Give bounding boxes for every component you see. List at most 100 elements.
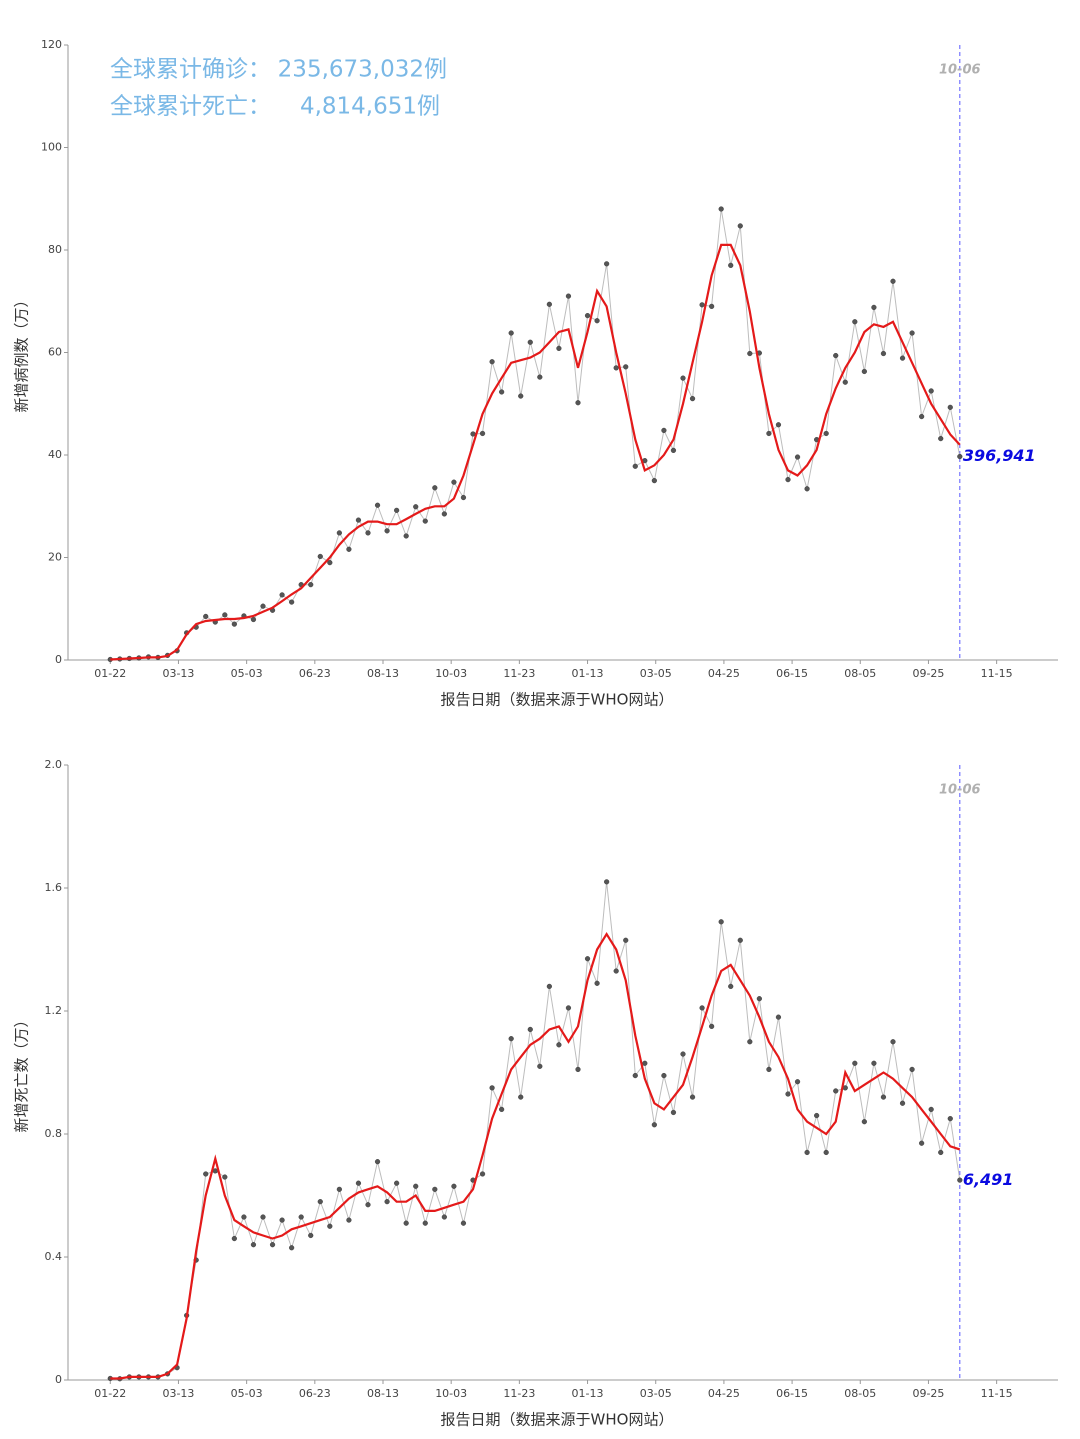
daily-point xyxy=(575,1066,581,1073)
daily-point xyxy=(775,422,782,428)
x-tick-label: 03-05 xyxy=(640,1387,672,1400)
x-tick-label: 05-03 xyxy=(231,1387,263,1400)
reference-label: 10-06 xyxy=(939,783,981,798)
daily-point xyxy=(231,621,237,627)
daily-point xyxy=(899,1100,906,1106)
daily-point xyxy=(250,1242,257,1248)
daily-point xyxy=(537,1063,543,1069)
y-tick-label: 0 xyxy=(55,653,62,666)
average-line xyxy=(110,932,961,1380)
daily-point xyxy=(203,1171,209,1177)
headline-value: 4,814,651例 xyxy=(300,94,440,120)
daily-line xyxy=(110,208,961,660)
daily-point xyxy=(518,1094,524,1100)
daily-point xyxy=(613,968,619,974)
daily-point xyxy=(689,396,696,402)
daily-point xyxy=(785,477,791,483)
daily-point xyxy=(336,530,342,536)
daily-point xyxy=(957,453,963,460)
x-tick-label: 05-03 xyxy=(231,667,263,680)
daily-point xyxy=(823,1149,829,1156)
daily-point xyxy=(728,262,734,268)
daily-point xyxy=(794,1079,801,1085)
daily-point xyxy=(565,293,572,299)
daily-point xyxy=(222,612,228,618)
daily-point xyxy=(604,879,610,885)
daily-point xyxy=(346,546,352,552)
daily-point xyxy=(441,511,447,517)
daily-point xyxy=(871,304,877,311)
daily-point xyxy=(222,1174,228,1180)
daily-point xyxy=(260,1214,266,1220)
daily-point xyxy=(365,530,371,536)
daily-point xyxy=(833,352,839,359)
daily-point xyxy=(842,379,848,385)
daily-point xyxy=(909,330,915,336)
daily-point xyxy=(861,368,867,375)
daily-point xyxy=(260,603,266,609)
headline-label: 全球累计确诊： xyxy=(110,57,271,83)
daily-point xyxy=(308,1232,314,1239)
daily-point xyxy=(823,430,829,437)
daily-point xyxy=(546,301,552,307)
daily-point xyxy=(451,479,457,485)
daily-point xyxy=(737,937,743,943)
daily-point xyxy=(775,1014,782,1020)
daily-point xyxy=(394,1180,400,1186)
daily-point xyxy=(890,278,896,284)
daily-point xyxy=(718,919,724,925)
y-tick-label: 80 xyxy=(48,243,62,256)
daily-point xyxy=(231,1235,237,1242)
x-tick-label: 01-13 xyxy=(572,667,604,680)
daily-point xyxy=(441,1214,447,1220)
y-tick-label: 2.0 xyxy=(45,758,63,771)
daily-point xyxy=(479,1171,486,1177)
daily-point xyxy=(747,350,753,357)
daily-point xyxy=(289,599,295,605)
daily-point xyxy=(289,1245,295,1251)
daily-point xyxy=(394,507,400,513)
daily-point xyxy=(327,560,333,566)
x-tick-label: 08-13 xyxy=(367,1387,399,1400)
daily-point xyxy=(327,1223,333,1229)
daily-point xyxy=(623,364,629,370)
daily-point xyxy=(584,313,591,319)
daily-point xyxy=(794,454,801,460)
daily-point xyxy=(699,1005,705,1011)
y-tick-label: 0.8 xyxy=(45,1127,63,1140)
x-tick-label: 03-05 xyxy=(640,667,672,680)
x-tick-label: 08-05 xyxy=(844,1387,876,1400)
daily-point xyxy=(947,404,953,410)
daily-point xyxy=(279,1217,285,1223)
x-tick-label: 06-15 xyxy=(776,667,808,680)
daily-point xyxy=(680,1051,686,1057)
daily-point xyxy=(527,1026,533,1033)
daily-point xyxy=(279,592,285,598)
x-tick-label: 11-15 xyxy=(981,667,1013,680)
y-tick-label: 120 xyxy=(41,38,62,51)
daily-point xyxy=(317,553,323,560)
daily-point xyxy=(451,1183,457,1189)
daily-point xyxy=(422,1220,428,1226)
x-tick-label: 01-13 xyxy=(572,1387,604,1400)
y-tick-label: 100 xyxy=(41,141,62,154)
daily-point xyxy=(518,393,524,399)
daily-point xyxy=(499,389,505,395)
reference-label: 10-06 xyxy=(939,63,981,78)
y-tick-label: 40 xyxy=(48,448,62,461)
x-tick-label: 01-22 xyxy=(94,1387,126,1400)
daily-point xyxy=(661,1072,667,1079)
y-tick-label: 0 xyxy=(55,1373,62,1386)
daily-point xyxy=(880,1094,887,1100)
daily-point xyxy=(919,413,925,420)
headline-label: 全球累计死亡： xyxy=(110,94,271,120)
daily-point xyxy=(651,478,657,484)
latest-value-label: 396,941 xyxy=(963,446,1036,465)
x-tick-label: 11-23 xyxy=(503,1387,535,1400)
y-tick-label: 1.2 xyxy=(45,1004,63,1017)
daily-point xyxy=(269,1242,276,1248)
daily-point xyxy=(594,980,600,986)
daily-point xyxy=(374,502,381,508)
daily-point xyxy=(890,1039,896,1045)
